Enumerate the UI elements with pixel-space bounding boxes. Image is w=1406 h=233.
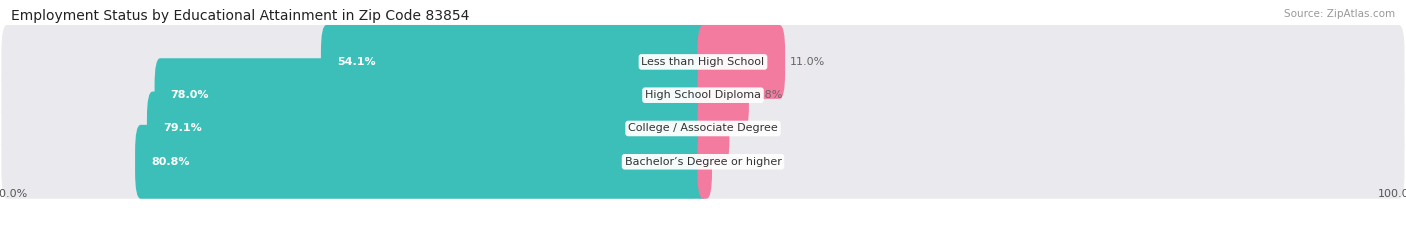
Text: 80.8%: 80.8% xyxy=(150,157,190,167)
FancyBboxPatch shape xyxy=(697,25,785,99)
Text: Less than High School: Less than High School xyxy=(641,57,765,67)
Text: 5.8%: 5.8% xyxy=(754,90,782,100)
Text: Bachelor’s Degree or higher: Bachelor’s Degree or higher xyxy=(624,157,782,167)
Text: College / Associate Degree: College / Associate Degree xyxy=(628,123,778,134)
Text: High School Diploma: High School Diploma xyxy=(645,90,761,100)
FancyBboxPatch shape xyxy=(146,92,709,165)
Text: 79.1%: 79.1% xyxy=(163,123,201,134)
FancyBboxPatch shape xyxy=(155,58,709,132)
Text: 100.0%: 100.0% xyxy=(1378,189,1406,199)
FancyBboxPatch shape xyxy=(1,25,1405,99)
Text: 54.1%: 54.1% xyxy=(337,57,375,67)
FancyBboxPatch shape xyxy=(1,58,1405,132)
FancyBboxPatch shape xyxy=(1,92,1405,165)
Text: 3.0%: 3.0% xyxy=(734,123,762,134)
FancyBboxPatch shape xyxy=(697,92,730,165)
Text: Source: ZipAtlas.com: Source: ZipAtlas.com xyxy=(1284,9,1395,19)
FancyBboxPatch shape xyxy=(697,58,749,132)
Text: 100.0%: 100.0% xyxy=(0,189,28,199)
Text: 0.5%: 0.5% xyxy=(717,157,745,167)
FancyBboxPatch shape xyxy=(1,125,1405,199)
Text: 78.0%: 78.0% xyxy=(170,90,209,100)
FancyBboxPatch shape xyxy=(697,125,711,199)
Text: Employment Status by Educational Attainment in Zip Code 83854: Employment Status by Educational Attainm… xyxy=(11,9,470,23)
Text: 11.0%: 11.0% xyxy=(790,57,825,67)
FancyBboxPatch shape xyxy=(321,25,709,99)
FancyBboxPatch shape xyxy=(135,125,709,199)
